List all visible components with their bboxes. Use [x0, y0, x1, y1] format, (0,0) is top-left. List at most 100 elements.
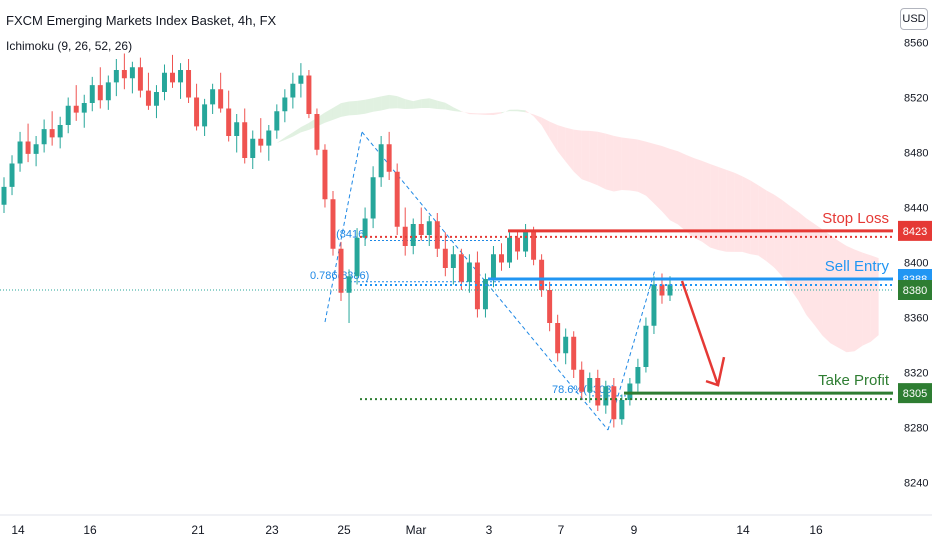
cloud-segment: [766, 190, 775, 268]
cloud-segment: [758, 185, 767, 262]
candle-body: [643, 325, 649, 367]
candle: [523, 224, 529, 257]
candle-body: [555, 323, 561, 354]
y-tick-label: 8320: [904, 368, 928, 380]
candle: [298, 63, 304, 98]
cloud-segment: [854, 249, 863, 352]
candle-body: [474, 262, 480, 310]
candle-body: [242, 122, 248, 158]
candle-body: [659, 284, 665, 296]
cloud-segment: [332, 103, 342, 120]
cloud-segment: [694, 158, 703, 242]
candle-body: [531, 229, 537, 260]
candle: [1, 177, 7, 213]
candle-body: [346, 276, 352, 293]
projection-arrow: [680, 280, 726, 387]
candle: [41, 119, 47, 153]
candle-body: [113, 70, 119, 83]
candle-body: [499, 254, 504, 263]
currency-button[interactable]: USD: [900, 8, 928, 30]
candle-body: [539, 259, 545, 290]
cloud-segment: [734, 172, 743, 252]
cloud-segment: [405, 99, 414, 109]
candle: [121, 53, 127, 90]
y-tick-label: 8240: [904, 478, 928, 490]
candle-body: [137, 67, 143, 91]
candle: [282, 89, 288, 123]
candle-body: [282, 97, 288, 112]
candle-body: [250, 138, 256, 158]
cloud-segment: [637, 139, 646, 196]
candle-body: [482, 279, 488, 310]
candle-body: [178, 70, 184, 83]
x-tick-label: 21: [191, 523, 205, 537]
candle-body: [121, 70, 127, 79]
candle: [202, 98, 208, 136]
candle-body: [458, 254, 464, 282]
level-price-tag: [898, 383, 932, 404]
candle-body: [41, 129, 47, 145]
cloud-segment: [381, 94, 390, 111]
candle: [33, 136, 39, 167]
candle-body: [466, 262, 472, 282]
candle: [57, 116, 63, 149]
candle-body: [33, 144, 39, 154]
cloud-segment: [324, 107, 333, 123]
candle-body: [635, 367, 641, 384]
candle-body: [153, 92, 159, 106]
candle: [611, 378, 617, 428]
candle: [651, 276, 657, 334]
candle: [81, 94, 87, 128]
cloud-segment: [477, 113, 486, 115]
candle-body: [378, 144, 384, 178]
cloud-segment: [581, 130, 590, 183]
candle: [402, 207, 408, 256]
candle: [113, 59, 119, 97]
price-axis: 8560 8520 8480 8440 8400 8360 8320 8280 8240: [904, 38, 928, 490]
candle-body: [298, 75, 304, 84]
cloud-segment: [284, 132, 293, 140]
candle: [186, 59, 192, 103]
cloud-segment: [549, 121, 558, 152]
candle-body: [290, 83, 296, 98]
candle: [531, 226, 537, 266]
candle-body: [362, 218, 368, 238]
candle-body: [563, 336, 569, 354]
candle: [258, 118, 264, 153]
x-tick-label: 14: [736, 523, 750, 537]
cloud-segment: [413, 99, 422, 109]
time-axis: 14 16 21 23 25 Mar 3 7 9 14 16: [0, 514, 932, 537]
candle: [410, 218, 416, 255]
level-name: Sell Entry: [825, 258, 890, 275]
candle: [474, 251, 480, 318]
cloud-segment: [365, 98, 374, 114]
candle-body: [97, 85, 103, 101]
cloud-segment: [774, 194, 783, 277]
candle-body: [515, 237, 521, 252]
cloud-segment: [589, 130, 598, 186]
candle-body: [450, 254, 456, 268]
cloud-segment: [437, 100, 446, 110]
candlesticks: [1, 53, 673, 428]
candle: [587, 372, 593, 403]
candle-body: [17, 141, 23, 164]
y-tick-label: 8440: [904, 203, 928, 215]
candle-body: [354, 237, 360, 277]
cloud-segment: [798, 211, 807, 315]
cloud-segment: [573, 129, 582, 180]
candle-body: [9, 163, 15, 187]
indicator-label: Ichimoku (9, 26, 52, 26): [6, 39, 133, 53]
candle: [555, 314, 561, 362]
cloud-segment: [621, 137, 630, 191]
candle-body: [490, 254, 496, 279]
candle: [442, 232, 448, 277]
cloud-segment: [493, 112, 502, 116]
candle: [434, 213, 440, 257]
candle: [250, 130, 256, 169]
candle: [386, 131, 392, 180]
candle: [426, 215, 432, 246]
cloud-segment: [686, 154, 695, 238]
candle-body: [338, 248, 344, 293]
cloud-segment: [236, 158, 245, 162]
